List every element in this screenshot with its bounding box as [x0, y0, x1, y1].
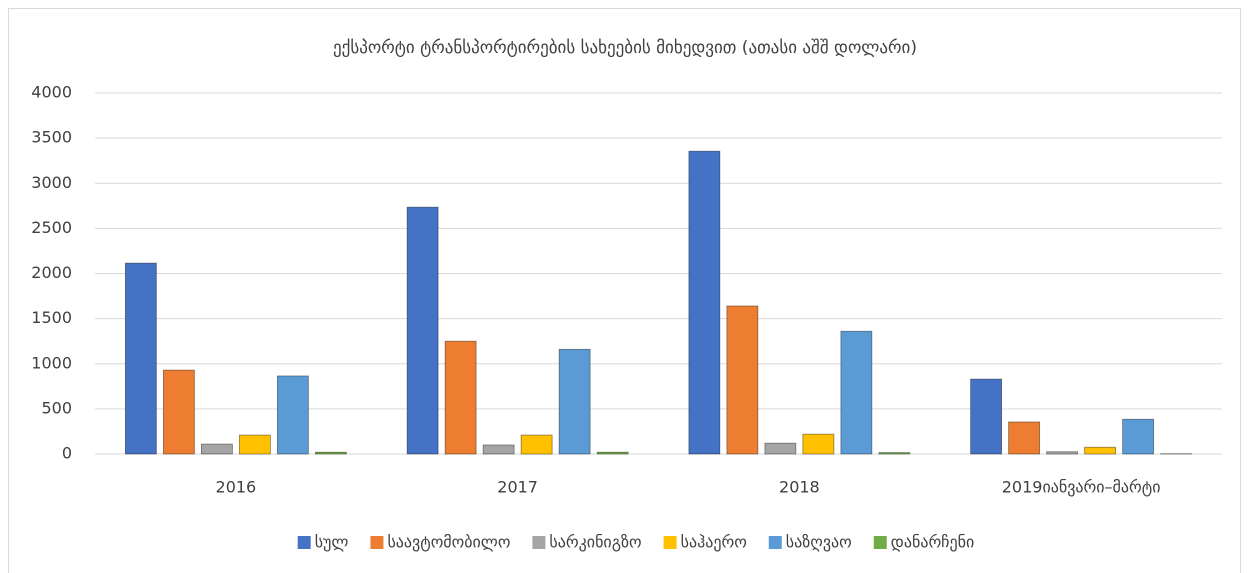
bar	[444, 340, 477, 455]
chart-frame	[8, 8, 1241, 573]
bar	[520, 434, 553, 455]
bar	[482, 444, 515, 455]
bar	[878, 452, 911, 455]
legend-label: სარკინიგზო	[549, 533, 641, 552]
bar	[688, 150, 721, 455]
y-tick-label: 4000	[31, 83, 72, 102]
x-tick-label: 2018	[779, 478, 820, 497]
legend-swatch	[873, 536, 887, 549]
legend-label: დანარჩენი	[891, 533, 975, 552]
bar	[764, 442, 797, 455]
y-tick-label: 500	[41, 398, 72, 417]
bar	[596, 451, 629, 455]
y-tick-label: 1500	[31, 308, 72, 327]
x-tick-label: 2019იანვარი–მარტი	[1002, 478, 1161, 497]
bar	[238, 434, 271, 455]
legend-label: საჰაერო	[681, 533, 747, 552]
bar	[200, 443, 233, 455]
bar	[802, 433, 835, 455]
y-tick-label: 2500	[31, 218, 72, 237]
y-tick-label: 2000	[31, 263, 72, 282]
legend-swatch	[768, 536, 782, 549]
bar	[970, 378, 1003, 455]
y-tick-label: 0	[62, 444, 72, 463]
y-tick-label: 3000	[31, 173, 72, 192]
legend-swatch	[663, 536, 677, 549]
legend-swatch	[370, 536, 384, 549]
bar	[558, 348, 591, 455]
bar	[406, 206, 439, 455]
x-tick-label: 2016	[216, 478, 257, 497]
legend-label: საზღვაო	[786, 533, 852, 552]
bar	[314, 451, 347, 455]
chart-title: ექსპორტი ტრანსპორტირების სახეების მიხედვ…	[333, 38, 917, 58]
bar	[840, 330, 873, 455]
bar	[162, 369, 195, 455]
y-tick-label: 1000	[31, 353, 72, 372]
bar	[726, 305, 759, 455]
bar	[1046, 451, 1079, 455]
bar	[1122, 418, 1155, 455]
legend-swatch	[532, 536, 546, 549]
legend-label: სულ	[315, 533, 349, 552]
bar	[1084, 446, 1117, 455]
x-tick-label: 2017	[497, 478, 538, 497]
bar	[276, 375, 309, 455]
bar	[1008, 421, 1041, 455]
legend-label: საავტომობილო	[387, 533, 510, 552]
legend-swatch	[297, 536, 311, 549]
bar	[124, 262, 157, 455]
y-tick-label: 3500	[31, 128, 72, 147]
